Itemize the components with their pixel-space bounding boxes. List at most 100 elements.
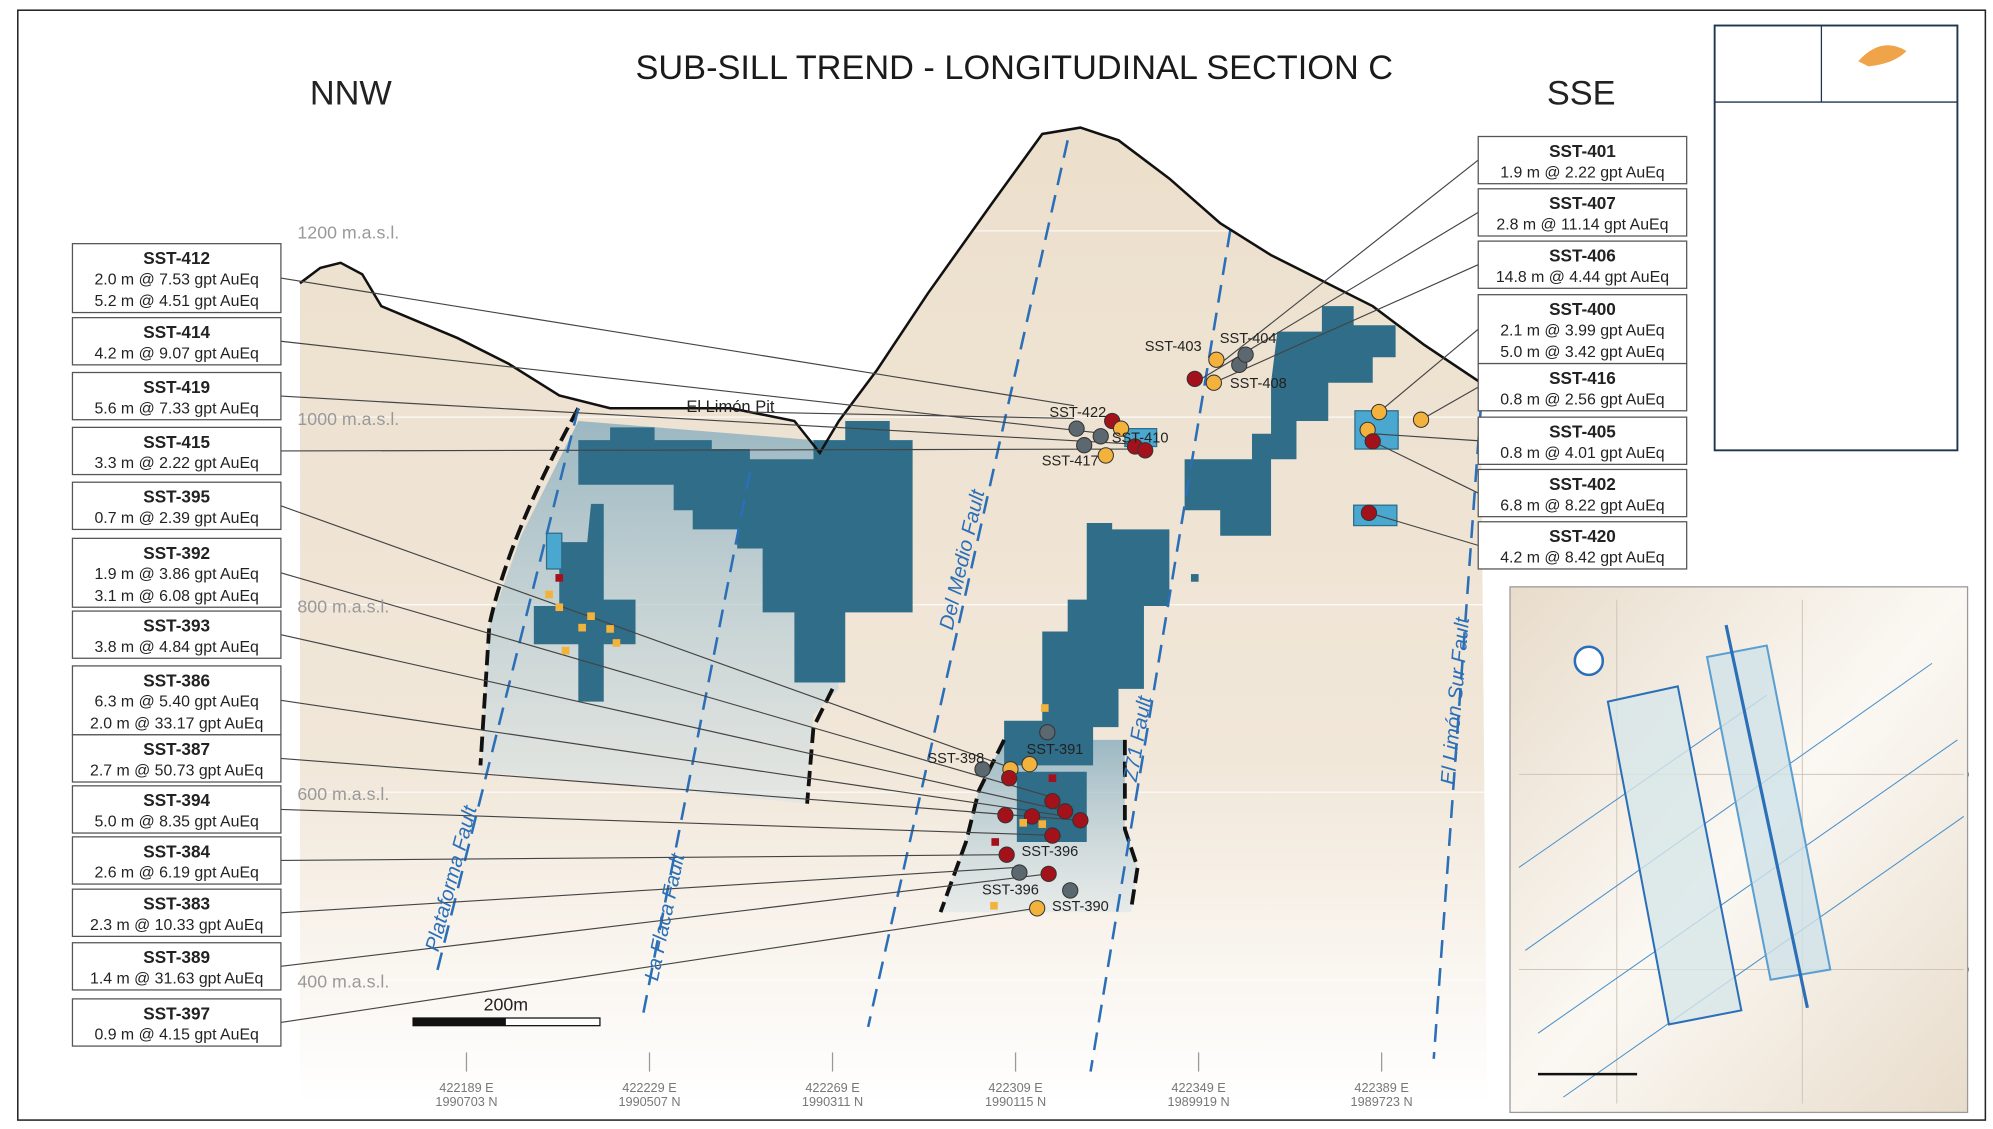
callout-box xyxy=(71,371,282,421)
leader xyxy=(280,634,1062,811)
hole-name: SST-416 xyxy=(1549,368,1616,388)
leaders xyxy=(280,159,1479,1024)
callout-box xyxy=(71,785,282,834)
intercept: 2.0 m @ 7.53 gpt AuEq xyxy=(94,271,258,288)
intercept-dot xyxy=(1186,370,1203,388)
intercept: 2.3 m @ 10.33 gpt AuEq xyxy=(90,917,263,934)
intercept-dot xyxy=(1057,803,1074,820)
callout-box xyxy=(71,888,282,938)
leader xyxy=(1368,512,1479,546)
logo-icon xyxy=(1858,45,1907,67)
leader xyxy=(1372,440,1479,494)
hole-name: SST-406 xyxy=(1549,245,1616,265)
previous-intercept xyxy=(991,838,1000,846)
hole-label: SST-410 xyxy=(1112,431,1169,447)
hole-name: SST-405 xyxy=(1549,422,1616,442)
easting: 422389 E xyxy=(1354,1080,1408,1095)
intercept: 1.9 m @ 2.22 gpt AuEq xyxy=(1500,164,1664,181)
callout-box xyxy=(71,317,282,366)
northing: 1989723 N xyxy=(1351,1094,1413,1109)
intercept-dot xyxy=(974,761,991,778)
northing: 1990703 N xyxy=(435,1094,497,1109)
hole-label: SST-404 xyxy=(1220,331,1277,347)
leader xyxy=(280,340,1106,435)
intercept-dot xyxy=(1021,755,1038,773)
callout-box xyxy=(71,942,282,991)
hole-label: SST-403 xyxy=(1145,339,1202,355)
intercept: 3.8 m @ 4.84 gpt AuEq xyxy=(94,639,258,656)
leader xyxy=(1420,386,1479,421)
intercept-dot xyxy=(1370,403,1388,421)
previous-intercept xyxy=(545,590,553,599)
legend-box xyxy=(1713,24,1959,452)
hole-label: SST-422 xyxy=(1049,405,1106,421)
intercept: 2.7 m @ 50.73 gpt AuEq xyxy=(90,763,263,780)
direction: NNW xyxy=(310,75,392,113)
trend-polygon xyxy=(1705,644,1832,981)
terrain xyxy=(299,127,1488,1104)
intercept: 1.4 m @ 31.63 gpt AuEq xyxy=(90,971,263,988)
intercept: 3.1 m @ 6.08 gpt AuEq xyxy=(94,588,258,605)
previous-intercept xyxy=(555,574,564,582)
topography xyxy=(299,126,1482,456)
elevation-label: 800 m.a.s.l. xyxy=(297,596,389,616)
intercept-dot xyxy=(1039,724,1056,741)
hole-name: SST-397 xyxy=(143,1003,210,1023)
intercept-dot xyxy=(1029,900,1046,917)
easting: 422349 E xyxy=(1171,1080,1225,1095)
intercept: 5.0 m @ 3.42 gpt AuEq xyxy=(1500,344,1664,361)
callout-box xyxy=(71,998,282,1047)
previous-intercept xyxy=(612,639,621,647)
previous-intercept xyxy=(1048,774,1057,783)
callout-box xyxy=(1477,416,1688,465)
callout-box xyxy=(71,426,282,476)
callout-box xyxy=(1477,521,1688,570)
scale-bar xyxy=(412,1017,601,1027)
hole-name: SST-420 xyxy=(1549,526,1616,546)
elevation-label: 1000 m.a.s.l. xyxy=(297,409,399,429)
intercept-dot xyxy=(1205,374,1222,391)
callout-box xyxy=(71,734,282,783)
hole-name: SST-402 xyxy=(1549,474,1616,494)
intercept-dot xyxy=(1040,865,1057,883)
hole-label: SST-390 xyxy=(1052,899,1109,915)
intercept: 2.6 m @ 6.19 gpt AuEq xyxy=(94,865,258,882)
hole-name: SST-412 xyxy=(143,248,210,268)
pit-label: El Limón Pit xyxy=(686,397,775,416)
intercept: 3.3 m @ 2.22 gpt AuEq xyxy=(94,455,258,472)
intercept: 5.2 m @ 4.51 gpt AuEq xyxy=(94,293,258,310)
northing: 1990507 N xyxy=(618,1094,680,1109)
previous-intercept xyxy=(578,623,586,632)
leader xyxy=(280,277,1075,407)
callout-box xyxy=(1477,135,1688,185)
easting: 422189 E xyxy=(439,1080,493,1095)
intercept-dot xyxy=(1112,420,1130,437)
hole-name: SST-389 xyxy=(143,947,210,967)
hole-name: SST-414 xyxy=(143,322,210,342)
leader xyxy=(1372,433,1479,442)
intercept: 0.7 m @ 2.39 gpt AuEq xyxy=(94,510,258,527)
intercept: 4.2 m @ 9.07 gpt AuEq xyxy=(94,345,258,362)
leader xyxy=(1213,264,1479,384)
northing: 1989919 N xyxy=(1168,1094,1230,1109)
direction: SSE xyxy=(1547,75,1616,113)
callout-box xyxy=(1477,240,1688,289)
hole-label: SST-391 xyxy=(1027,742,1084,758)
previous-intercept xyxy=(606,625,614,633)
leader xyxy=(280,808,1062,837)
intercept-dot xyxy=(1208,351,1225,368)
previous-intercept xyxy=(1019,819,1028,827)
callout-box xyxy=(1477,468,1688,518)
intercept: 0.9 m @ 4.15 gpt AuEq xyxy=(94,1027,258,1044)
callout-box xyxy=(71,665,282,736)
intercept-dot xyxy=(997,807,1014,824)
elevation-label: 600 m.a.s.l. xyxy=(297,784,389,804)
hole-label: SST-396 xyxy=(1021,844,1078,860)
intercept: 5.0 m @ 8.35 gpt AuEq xyxy=(94,814,258,831)
easting: 422309 E xyxy=(988,1080,1042,1095)
previous-intercept xyxy=(990,901,998,910)
intercept-dot xyxy=(1364,433,1381,450)
hole-name: SST-386 xyxy=(143,670,210,690)
easting: 422269 E xyxy=(805,1080,859,1095)
